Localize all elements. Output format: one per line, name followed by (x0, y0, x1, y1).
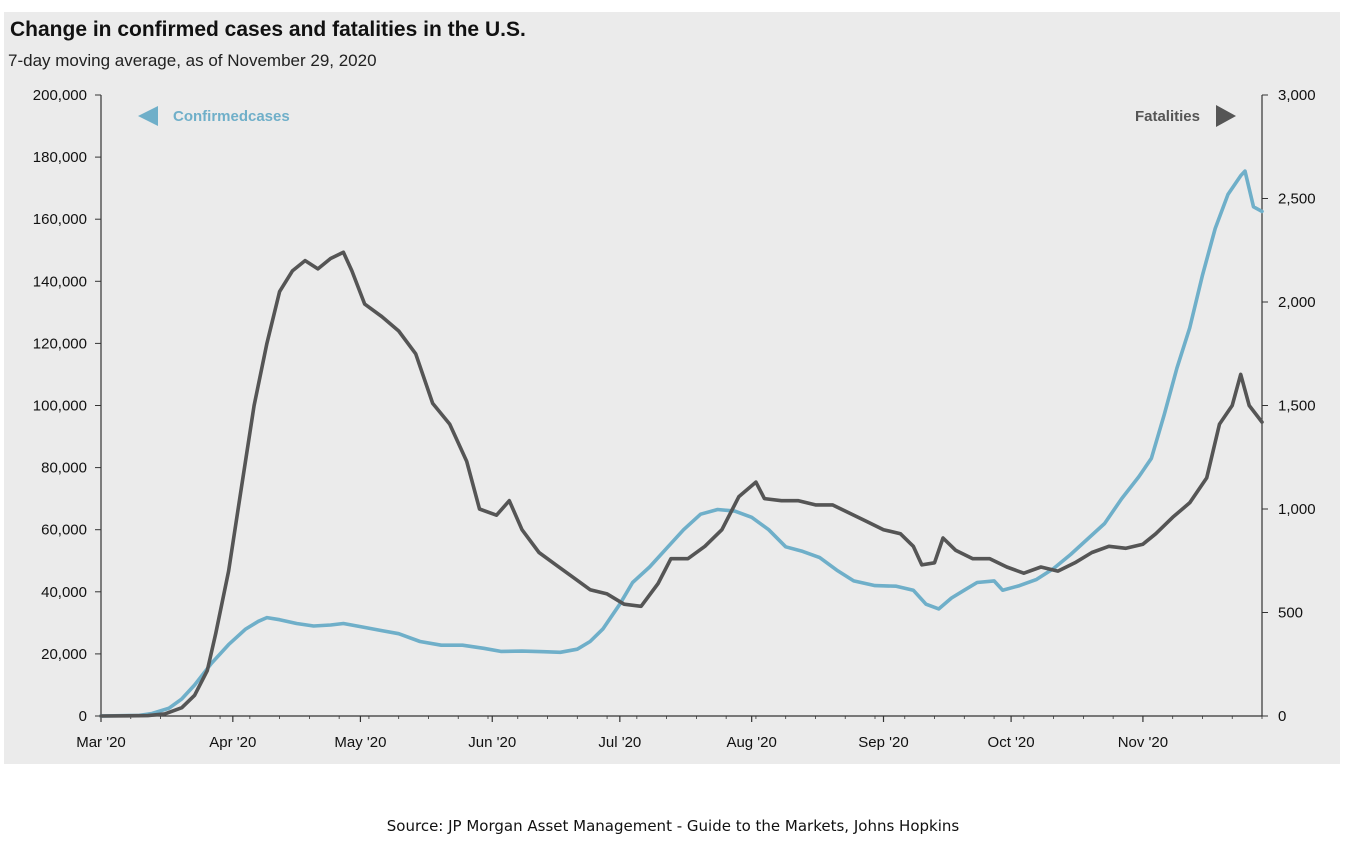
y-left-tick-label: 120,000 (33, 335, 87, 352)
y-left-tick-label: 180,000 (33, 149, 87, 166)
chart-axes (95, 94, 1268, 722)
chart-subtitle: 7-day moving average, as of November 29,… (8, 51, 377, 70)
y-left-tick-label: 100,000 (33, 398, 87, 415)
y-left-tick-label: 20,000 (41, 646, 87, 663)
series-layer (99, 169, 1264, 718)
y-right-tick-label: 1,000 (1278, 501, 1316, 518)
x-tick-label: Aug '20 (726, 734, 776, 751)
y-left-tick-label: 0 (79, 708, 87, 725)
left-arrow-icon (138, 106, 158, 126)
axis-labels: 0 20,000 40,000 60,000 80,000 100,000 120,000 1… (33, 87, 1316, 751)
chart-panel (4, 12, 1340, 764)
line-chart: 0 20,000 40,000 60,000 80,000 100,000 120,000 1… (33, 87, 1316, 751)
y-right-tick-label: 2,500 (1278, 191, 1316, 208)
series-fatalities-line (99, 250, 1264, 718)
y-right-tick-label: 3,000 (1278, 87, 1316, 104)
legend-cases: Confirmedcases (138, 106, 290, 126)
y-right-tick-label: 2,000 (1278, 294, 1316, 311)
y-left-tick-label: 80,000 (41, 460, 87, 477)
y-left-tick-label: 200,000 (33, 87, 87, 104)
y-right-tick-label: 500 (1278, 605, 1303, 622)
y-right-tick-label: 0 (1278, 708, 1286, 725)
legend-fatalities: Fatalities (1135, 105, 1236, 127)
x-tick-label: Jun '20 (468, 734, 516, 751)
y-left-tick-label: 160,000 (33, 211, 87, 228)
legend-fatalities-label: Fatalities (1135, 108, 1200, 125)
chart-title: Change in confirmed cases and fatalities… (10, 18, 526, 41)
right-arrow-icon (1216, 105, 1236, 127)
y-left-tick-label: 60,000 (41, 522, 87, 539)
x-tick-label: Apr '20 (209, 734, 256, 751)
x-tick-label: Nov '20 (1118, 734, 1168, 751)
x-tick-label: Mar '20 (76, 734, 126, 751)
y-left-tick-label: 140,000 (33, 273, 87, 290)
y-left-tick-label: 40,000 (41, 584, 87, 601)
x-tick-label: Jul '20 (598, 734, 641, 751)
series-confirmed-cases-line (99, 169, 1264, 718)
x-tick-label: May '20 (334, 734, 386, 751)
x-tick-label: Sep '20 (858, 734, 908, 751)
x-tick-label: Oct '20 (988, 734, 1035, 751)
legend-cases-label: Confirmedcases (173, 108, 290, 125)
y-right-tick-label: 1,500 (1278, 398, 1316, 415)
source-note: Source: JP Morgan Asset Management - Gui… (386, 817, 960, 835)
